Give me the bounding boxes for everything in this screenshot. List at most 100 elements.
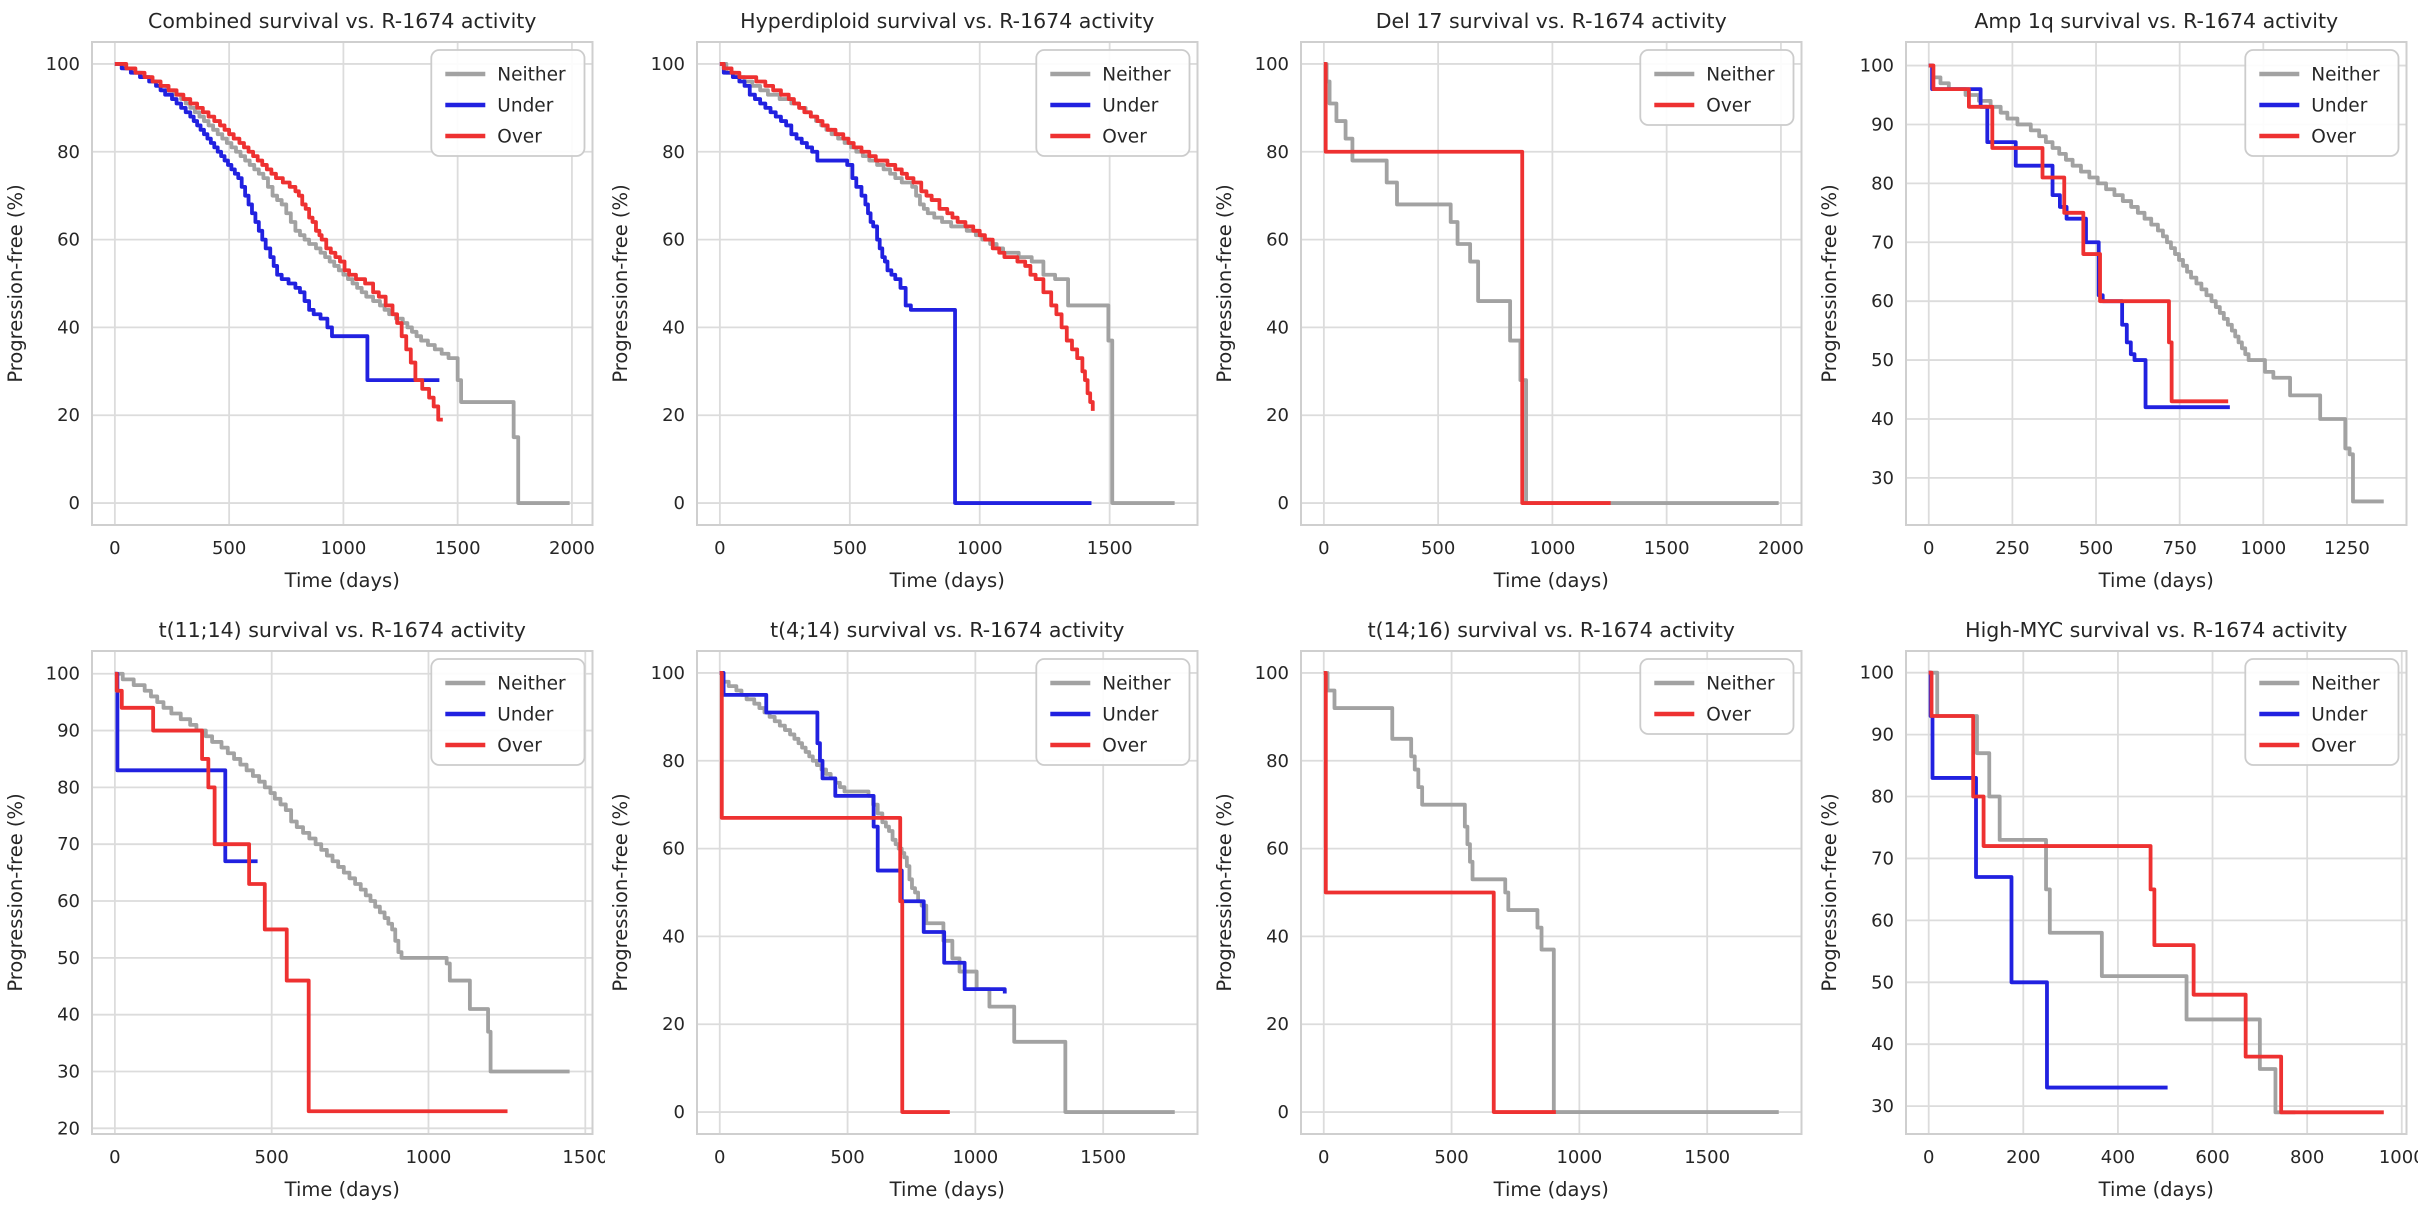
legend: Neither Under Over [1034, 49, 1190, 157]
chart-svg: 0 500 1000 1500 0 20 40 60 80 100 t(14;16) surviva… [1209, 609, 1814, 1218]
x-tick-label: 1250 [2324, 538, 2370, 559]
y-tick-label: 40 [662, 317, 685, 338]
chart-cell-t11-14: 0 500 1000 1500 20 30 40 50 60 70 80 90 100 t(11;14) … [0, 609, 605, 1218]
y-tick-label: 100 [1255, 54, 1289, 75]
chart-svg: 0 250 500 750 1000 1250 30 40 50 60 70 80 90 100 Amp 1… [1813, 0, 2418, 609]
series-line-neither [719, 62, 1175, 505]
y-axis-label: Progression-free (%) [609, 184, 632, 382]
chart-cell-t14-16: 0 500 1000 1500 0 20 40 60 80 100 t(14;16) surviva… [1209, 609, 1814, 1218]
legend-label-over: Over [2311, 736, 2356, 757]
y-tick-label: 60 [1871, 910, 1894, 931]
legend-label-neither: Neither [1102, 65, 1171, 86]
series-line-neither [1323, 671, 1779, 1114]
chart-svg: 0 500 1000 1500 2000 0 20 40 60 80 100 Del 17 survi… [1209, 0, 1814, 609]
series-line-over [719, 62, 1095, 411]
legend-label-under: Under [497, 96, 553, 117]
y-axis-label: Progression-free (%) [1818, 184, 1841, 382]
y-tick-label: 50 [57, 948, 80, 969]
x-tick-label: 1000 [956, 538, 1002, 559]
chart-svg: 0 500 1000 1500 0 20 40 60 80 100 Hyperdiploid sur… [604, 0, 1209, 609]
series-line-under [719, 671, 1007, 994]
y-axis-label: Progression-free (%) [1818, 793, 1841, 991]
y-tick-label: 0 [673, 493, 684, 514]
y-tick-label: 60 [662, 230, 685, 251]
x-tick-label: 1500 [562, 1147, 604, 1168]
legend-label-neither: Neither [1102, 674, 1171, 695]
y-tick-label: 70 [1871, 848, 1894, 869]
legend-label-over: Over [2311, 127, 2356, 148]
legend-label-under: Under [2311, 705, 2367, 726]
chart-cell-del-17: 0 500 1000 1500 2000 0 20 40 60 80 100 Del 17 survi… [1209, 0, 1814, 609]
legend-label-neither: Neither [1706, 65, 1775, 86]
x-axis-label: Time (days) [888, 1178, 1004, 1201]
legend: Neither Under Over [430, 658, 586, 766]
y-tick-label: 30 [1871, 1096, 1894, 1117]
y-tick-label: 100 [46, 664, 80, 685]
x-tick-label: 2000 [1758, 538, 1804, 559]
y-tick-label: 40 [662, 926, 685, 947]
legend: Neither Over [1639, 49, 1795, 126]
x-axis-label: Time (days) [284, 569, 400, 592]
x-tick-label: 1500 [1684, 1147, 1730, 1168]
y-tick-label: 0 [1278, 1102, 1289, 1123]
series-line-under [114, 62, 440, 382]
axes-frame [91, 650, 594, 1135]
chart-title: t(11;14) survival vs. R-1674 activity [159, 618, 526, 642]
x-tick-label: 1000 [2240, 538, 2286, 559]
x-tick-label: 200 [2006, 1147, 2040, 1168]
y-tick-label: 20 [1266, 405, 1289, 426]
x-tick-label: 500 [255, 1147, 289, 1168]
axes-frame [1300, 650, 1803, 1135]
legend-label-over: Over [497, 736, 542, 757]
y-tick-label: 80 [1266, 142, 1289, 163]
axes-frame [695, 650, 1198, 1135]
legend-box [430, 49, 586, 157]
x-tick-label: 1000 [1556, 1147, 1602, 1168]
y-tick-label: 20 [662, 1014, 685, 1035]
series-line-over [1323, 62, 1611, 505]
series-line-over [114, 671, 508, 1114]
y-tick-label: 40 [1871, 1034, 1894, 1055]
x-tick-label: 400 [2100, 1147, 2134, 1168]
y-tick-label: 20 [1266, 1014, 1289, 1035]
x-tick-label: 1500 [1086, 538, 1132, 559]
series-line-over [114, 62, 443, 422]
legend-label-neither: Neither [497, 674, 566, 695]
legend: Neither Under Over [430, 49, 586, 157]
axes-frame [1904, 650, 2407, 1135]
x-tick-label: 1000 [2378, 1147, 2418, 1168]
x-axis-label: Time (days) [1493, 1178, 1609, 1201]
y-tick-label: 50 [1871, 350, 1894, 371]
axes-frame [91, 41, 594, 526]
x-tick-label: 1000 [406, 1147, 452, 1168]
legend-label-neither: Neither [2311, 674, 2380, 695]
y-tick-label: 70 [1871, 232, 1894, 253]
chart-cell-amp-1q: 0 250 500 750 1000 1250 30 40 50 60 70 80 90 100 Amp 1… [1813, 0, 2418, 609]
y-axis-label: Progression-free (%) [1213, 184, 1236, 382]
x-axis-label: Time (days) [888, 569, 1004, 592]
chart-title: Del 17 survival vs. R-1674 activity [1376, 9, 1727, 33]
y-tick-label: 80 [1871, 173, 1894, 194]
y-tick-label: 100 [1255, 663, 1289, 684]
y-tick-label: 40 [1266, 926, 1289, 947]
y-tick-label: 100 [650, 663, 684, 684]
series-line-over [1928, 670, 2384, 1115]
series-line-neither [114, 62, 570, 505]
legend-label-under: Under [2311, 96, 2367, 117]
y-tick-label: 60 [1266, 839, 1289, 860]
x-tick-label: 500 [1421, 538, 1455, 559]
y-axis-label: Progression-free (%) [609, 793, 632, 991]
series-line-neither [1928, 63, 2384, 504]
y-axis-label: Progression-free (%) [1213, 793, 1236, 991]
x-axis-label: Time (days) [2097, 569, 2213, 592]
axes-frame [1904, 41, 2407, 526]
x-tick-label: 1000 [952, 1147, 998, 1168]
x-tick-label: 1500 [1080, 1147, 1126, 1168]
legend-label-over: Over [1102, 736, 1147, 757]
x-tick-label: 800 [2289, 1147, 2323, 1168]
y-tick-label: 80 [662, 751, 685, 772]
chart-title: High-MYC survival vs. R-1674 activity [1965, 618, 2347, 642]
y-tick-label: 80 [662, 142, 685, 163]
legend: Neither Over [1639, 658, 1795, 735]
